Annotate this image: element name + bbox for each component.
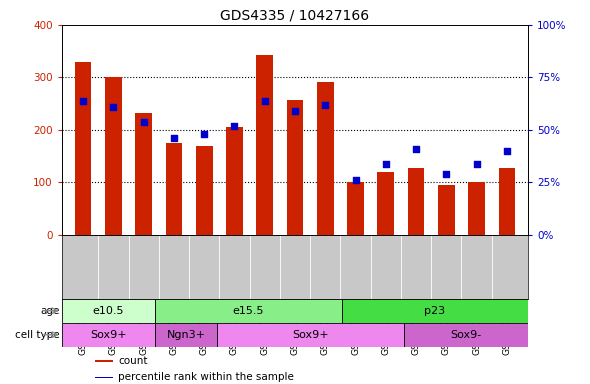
Bar [155, 299, 342, 323]
Text: e15.5: e15.5 [232, 306, 264, 316]
Bar [499, 168, 515, 235]
Bar [347, 182, 364, 235]
Bar [342, 299, 528, 323]
Bar [287, 100, 303, 235]
Point [320, 102, 330, 108]
Bar [94, 360, 113, 362]
Bar [75, 62, 91, 235]
Bar [62, 323, 155, 347]
Text: age: age [40, 306, 60, 316]
Text: p23: p23 [424, 306, 445, 316]
Point [78, 98, 88, 104]
Text: count: count [118, 356, 148, 366]
Title: GDS4335 / 10427166: GDS4335 / 10427166 [221, 8, 369, 22]
Point [199, 131, 209, 137]
Point [230, 123, 239, 129]
Text: cell type: cell type [15, 330, 60, 340]
Bar [105, 78, 122, 235]
Bar [468, 182, 485, 235]
Text: Sox9+: Sox9+ [292, 330, 329, 340]
Bar [378, 172, 394, 235]
Bar [438, 185, 455, 235]
Point [472, 161, 481, 167]
Point [260, 98, 270, 104]
Point [351, 177, 360, 184]
Point [411, 146, 421, 152]
Bar [196, 146, 212, 235]
Bar [404, 323, 528, 347]
Point [139, 119, 149, 125]
Bar [94, 377, 113, 378]
Bar [135, 113, 152, 235]
Bar [217, 323, 404, 347]
Bar [62, 299, 155, 323]
Point [290, 108, 300, 114]
Bar [166, 143, 182, 235]
Point [169, 135, 179, 141]
Point [441, 171, 451, 177]
Bar [317, 82, 333, 235]
Bar [257, 55, 273, 235]
Bar [155, 323, 217, 347]
Point [381, 161, 391, 167]
Text: Sox9-: Sox9- [450, 330, 481, 340]
Text: Ngn3+: Ngn3+ [167, 330, 206, 340]
Text: e10.5: e10.5 [93, 306, 124, 316]
Point [109, 104, 118, 110]
Bar [226, 127, 243, 235]
Text: Sox9+: Sox9+ [90, 330, 127, 340]
Bar [408, 168, 424, 235]
Point [502, 148, 512, 154]
Text: percentile rank within the sample: percentile rank within the sample [118, 372, 294, 382]
